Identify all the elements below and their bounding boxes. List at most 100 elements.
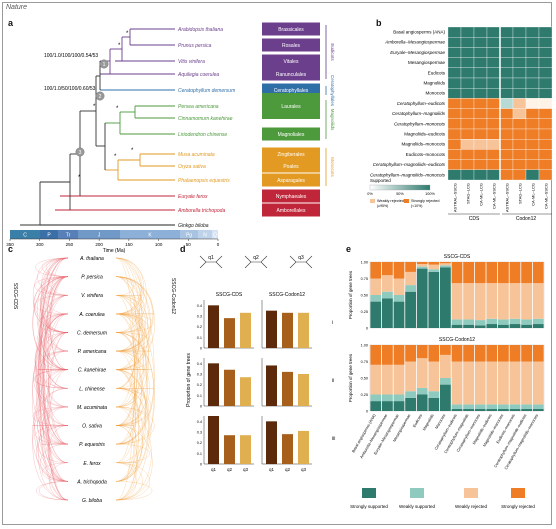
- stacked-bar-segment: [405, 271, 416, 286]
- legend-gradient: [369, 184, 431, 191]
- stacked-bar-segment: [532, 324, 544, 328]
- heatmap-cell: [512, 118, 527, 130]
- stacked-bar-segment: [509, 409, 521, 411]
- order-box: [262, 93, 320, 119]
- heatmap-cell: [512, 47, 527, 58]
- time-tick-label: 0: [217, 242, 220, 247]
- stacked-bar-segment: [370, 301, 382, 328]
- stacked-bar-segment: [370, 364, 382, 395]
- legend-label: Strongly supported: [350, 504, 388, 509]
- stacked-bar-segment: [474, 320, 486, 326]
- stacked-bar-segment: [405, 262, 416, 272]
- stacked-x-label: Magnoliids: [422, 413, 435, 431]
- stacked-bar-segment: [463, 409, 474, 411]
- heatmap-row-label: Magnoliids–monocots: [401, 142, 445, 147]
- quartet-diagram: [199, 255, 223, 269]
- legend-swatch: [362, 488, 376, 498]
- stacked-bar-segment: [532, 345, 544, 362]
- quartet-bar: [298, 312, 309, 348]
- order-label: Asparagales: [277, 178, 305, 184]
- legend-label: (≥95%): [377, 204, 388, 208]
- stacked-bar-segment: [521, 319, 532, 325]
- codon12-gene-tree: [115, 462, 137, 501]
- period-label: J: [98, 233, 101, 239]
- codon12-gene-tree: [115, 313, 148, 370]
- stacked-bar-segment: [370, 295, 382, 302]
- stacked-bar-segment: [451, 324, 463, 328]
- period-label: Pg: [186, 233, 192, 239]
- node-support-label: 100/1.0/50/100/0.60/53: [44, 86, 96, 92]
- taxon-label: Aquilegia coerulea: [177, 72, 219, 78]
- clade-label: Magnoliids: [330, 109, 335, 131]
- heatmap-cell: [473, 169, 488, 181]
- heatmap-cell: [486, 149, 501, 160]
- stacked-bar-segment: [474, 404, 486, 410]
- stacked-bar-segment: [509, 404, 521, 410]
- heatmap-cell: [538, 47, 553, 58]
- heatmap-cell: [486, 98, 501, 109]
- support-asterisk: *: [116, 106, 119, 112]
- heatmap-cell: [473, 57, 488, 68]
- stacked-bar-segment: [393, 295, 405, 302]
- stacked-bar-segment: [498, 404, 509, 410]
- heatmap-cell: [486, 47, 501, 58]
- heatmap-cell: [538, 118, 553, 130]
- stacked-bar-segment: [440, 378, 451, 385]
- heatmap-cell: [473, 128, 488, 140]
- legend-label: Strongly rejected: [501, 504, 535, 509]
- panel-b-label: b: [376, 18, 382, 28]
- stacked-bar-segment: [474, 409, 486, 411]
- cds-gene-tree: [46, 350, 69, 408]
- heatmap-cell: [538, 169, 553, 181]
- order-label: Magnoliales: [278, 132, 305, 138]
- time-tick-label: 350: [6, 242, 14, 247]
- heatmap-col-label: CA-ML–LCG: [479, 183, 484, 206]
- heatmap-cell: [460, 149, 475, 160]
- legend-swatch: [511, 488, 525, 498]
- taxon-label: Ginkgo biloba: [178, 223, 209, 229]
- bar-y-tick: 0: [200, 405, 202, 409]
- bar-y-tick: 0.3: [197, 315, 202, 319]
- bar-x-tick: q1: [211, 467, 217, 472]
- stacked-bar-segment: [474, 345, 486, 362]
- quartet-bar: [208, 363, 219, 406]
- row-roman-label: i: [332, 320, 333, 326]
- heatmap-row-label: Ceratophyllum–magnoliids–eudicots: [373, 162, 446, 167]
- bar-y-tick: 0.1: [197, 394, 202, 398]
- heatmap-cell: [473, 108, 488, 119]
- cophylo-taxon: M. acuminata: [77, 405, 107, 411]
- heatmap-cell: [512, 159, 527, 170]
- order-label: Rosales: [282, 43, 301, 49]
- stacked-bar-segment: [440, 354, 451, 378]
- stacked-bar-segment: [451, 409, 463, 411]
- quartet-label: q1: [208, 255, 214, 261]
- stacked-bar-segment: [440, 267, 451, 328]
- timescale-period: [78, 230, 120, 239]
- heatmap-cell: [460, 26, 475, 38]
- timescale-period: [198, 230, 212, 239]
- cophylo-taxon: C. kanehirae: [78, 368, 107, 374]
- stacked-bar-segment: [521, 283, 532, 320]
- bar-y-tick: 0: [200, 347, 202, 351]
- heatmap-cell: [499, 37, 514, 48]
- cds-gene-tree: [50, 276, 69, 370]
- stacked-bar-segment: [474, 325, 486, 328]
- stacked-bar-segment: [486, 262, 498, 284]
- bar-y-tick: 0.3: [197, 373, 202, 377]
- period-label: P: [47, 233, 51, 239]
- stacked-bar-segment: [486, 345, 498, 362]
- quartet-bar: [208, 305, 219, 348]
- quartet-bar: [240, 312, 251, 348]
- stacked-title: SSCG-Codon12: [439, 337, 475, 343]
- heatmap-cell: [525, 98, 540, 109]
- heatmap-cell: [447, 37, 462, 48]
- stacked-bar-segment: [416, 268, 428, 328]
- stacked-bar-segment: [532, 409, 544, 411]
- stacked-bar-segment: [428, 264, 440, 270]
- stacked-bar-segment: [451, 361, 463, 405]
- heatmap-cell: [447, 128, 462, 140]
- time-tick-label: 250: [66, 242, 74, 247]
- stacked-bar-segment: [393, 301, 405, 328]
- stacked-bar-segment: [498, 409, 509, 411]
- clade-label: Eudicots: [330, 43, 335, 61]
